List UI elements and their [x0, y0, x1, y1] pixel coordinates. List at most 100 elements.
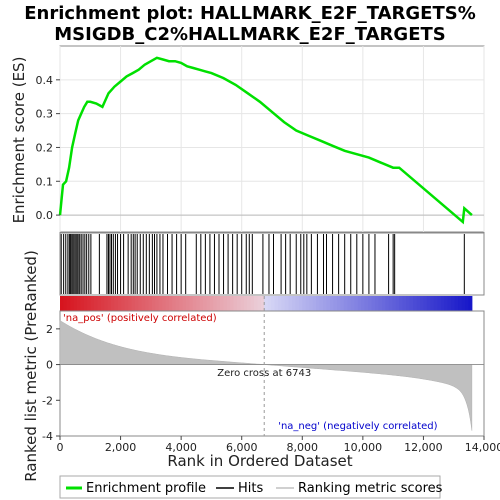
rank-bar-segment	[185, 296, 190, 311]
rank-bar-segment	[189, 296, 194, 311]
rank-bar-segment	[77, 296, 81, 311]
rank-bar-segment	[141, 296, 146, 311]
rank-bar-segment	[124, 296, 129, 311]
rank-bar-segment	[264, 296, 269, 311]
rank-bar-segment	[416, 296, 421, 311]
rank-bar-segment	[343, 296, 348, 311]
rank-bar-segment	[309, 296, 314, 311]
rank-bar-segment	[278, 296, 283, 311]
rank-bar-segment	[155, 296, 160, 311]
rank-bar-segment	[312, 296, 317, 311]
rank-bar-segment	[298, 296, 303, 311]
rank-bar-segment	[437, 296, 442, 311]
rank-bar-segment	[230, 296, 235, 311]
rank-bar-segment	[378, 296, 383, 311]
metric-y-ticks: 2 0 -2 -4	[42, 323, 60, 443]
rank-bar-segment	[250, 296, 255, 311]
rank-bar-segment	[413, 296, 418, 311]
rank-bar-segment	[199, 296, 204, 311]
rank-bar-segment	[145, 296, 149, 311]
rank-bar-segment	[388, 296, 393, 311]
rank-bar-segment	[464, 296, 469, 311]
rank-bar-segment	[90, 296, 95, 311]
rank-bar-segment	[302, 296, 307, 311]
rank-bar-segment	[128, 296, 132, 311]
rank-bar-segment	[326, 296, 331, 311]
enrichment-profile-polyline	[58, 56, 473, 225]
rank-bar-segment	[291, 296, 296, 311]
rank-bar-segment	[374, 296, 379, 311]
rank-bar-segment	[73, 296, 78, 311]
metric-tick-label: 2	[46, 323, 53, 336]
x-tick-label: 8,000	[287, 441, 319, 454]
rank-bar-segment	[281, 296, 286, 311]
rank-bar-segment	[395, 296, 400, 311]
rank-bar-segment	[117, 296, 122, 311]
rank-bar-segment	[371, 296, 376, 311]
rank-bar-segment	[168, 296, 173, 311]
x-tick-label: 10,000	[344, 441, 383, 454]
legend-hits-label: Hits	[238, 481, 263, 496]
chart-title-line1: Enrichment plot: HALLMARK_E2F_TARGETS%	[24, 3, 476, 24]
rank-bar-segment	[131, 296, 136, 311]
hits-panel	[59, 232, 485, 296]
rank-bar-segment	[100, 296, 105, 311]
rank-bar-segment	[288, 296, 293, 311]
rank-bar-segment	[406, 296, 411, 311]
rank-bar-segment	[158, 296, 163, 311]
rank-bar-segment	[172, 296, 177, 311]
es-tick-label: 0.2	[36, 141, 54, 154]
metric-tick-label: -4	[42, 430, 53, 443]
rank-bar-segment	[114, 296, 119, 311]
rank-bar-segment	[138, 296, 143, 311]
rank-bar-segment	[63, 296, 68, 311]
rank-bar-segment	[323, 296, 328, 311]
x-tick-label: 0	[57, 441, 64, 454]
ranking-color-bar	[60, 296, 473, 311]
rank-bar-segment	[419, 296, 424, 311]
x-tick-label: 14,000	[465, 441, 500, 454]
x-axis-label: Rank in Ordered Dataset	[167, 452, 352, 470]
rank-bar-segment	[423, 296, 428, 311]
rank-bar-segment	[83, 296, 88, 311]
neg-label: 'na_neg' (negatively correlated)	[278, 421, 437, 432]
es-grid	[59, 46, 485, 232]
rank-bar-segment	[329, 296, 334, 311]
rank-bar-segment	[354, 296, 359, 311]
es-tick-label: 0.1	[36, 175, 54, 188]
rank-bar-segment	[179, 296, 184, 311]
rank-bar-segment	[361, 296, 366, 311]
rank-bar-segment	[357, 296, 362, 311]
rank-bar-segment	[385, 296, 390, 311]
es-y-axis-label: Enrichment score (ES)	[10, 57, 28, 224]
x-tick-label: 12,000	[404, 441, 443, 454]
rank-bar-segment	[409, 296, 414, 311]
rank-bar-segment	[336, 296, 341, 311]
rank-bar-segment	[219, 296, 224, 311]
es-tick-label: 0.4	[36, 74, 54, 87]
rank-bar-segment	[165, 296, 170, 311]
ranking-metric-area	[59, 320, 484, 431]
rank-bar-segment	[260, 296, 265, 311]
rank-bar-segment	[454, 296, 459, 311]
rank-bar-segment	[104, 296, 109, 311]
rank-bar-segment	[368, 296, 373, 311]
rank-bar-segment	[107, 296, 112, 311]
rank-bar-segment	[392, 296, 397, 311]
rank-bar-segment	[364, 296, 369, 311]
rank-bar-segment	[254, 296, 258, 311]
rank-bar-segment	[468, 296, 473, 311]
rank-bar-segment	[295, 296, 300, 311]
rank-bar-segment	[202, 296, 207, 311]
x-tick-label: 6,000	[226, 441, 258, 454]
rank-bar-segment	[240, 296, 245, 311]
pos-label: 'na_pos' (positively correlated)	[63, 313, 217, 324]
rank-bar-segment	[274, 296, 279, 311]
rank-bar-segment	[206, 296, 211, 311]
rank-bar-segment	[426, 296, 431, 311]
legend-ranking-label: Ranking metric scores	[298, 481, 443, 496]
rank-bar-segment	[402, 296, 407, 311]
rank-bar-segment	[284, 296, 289, 311]
rank-bar-segment	[305, 296, 310, 311]
rank-bar-segment	[430, 296, 435, 311]
